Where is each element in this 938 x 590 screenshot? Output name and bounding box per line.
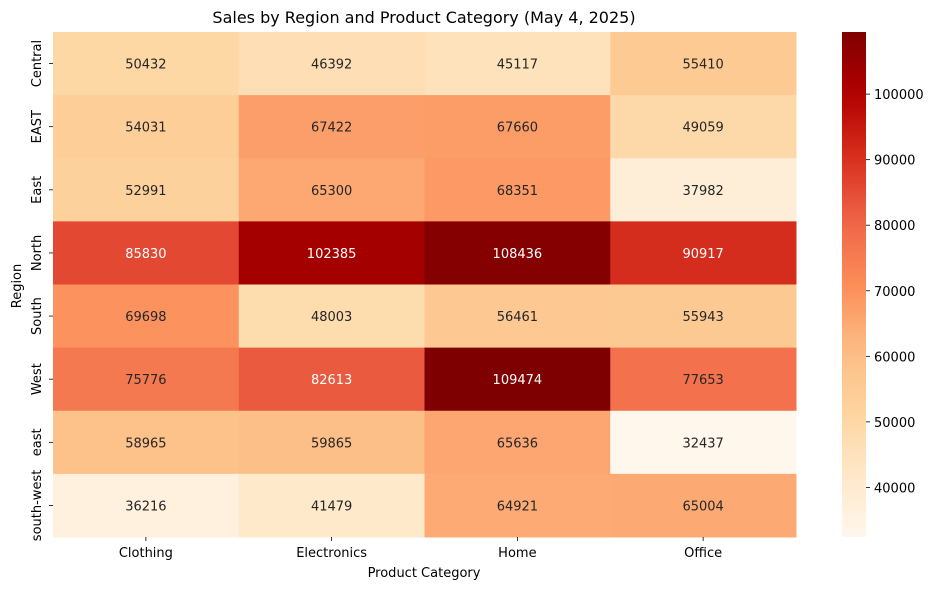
cell-value-label: 59865: [311, 436, 352, 451]
heatmap-cell: [610, 410, 797, 475]
colorbar: [842, 32, 866, 537]
heatmap-cell: [610, 32, 797, 96]
heatmap-cell: [610, 158, 797, 222]
heatmap-cell: [53, 284, 240, 349]
cell-value-label: 65636: [497, 436, 538, 451]
y-tick-label: South: [30, 297, 45, 335]
cell-value-label: 50432: [125, 58, 166, 73]
cell-value-label: 77653: [682, 373, 723, 388]
heatmap-cell: [610, 221, 797, 285]
heatmap-cell: [424, 95, 611, 159]
heatmap-cell: [424, 473, 611, 538]
y-tick-label: West: [30, 363, 45, 395]
x-axis-label: Product Category: [368, 566, 481, 581]
cell-value-label: 64921: [497, 499, 538, 514]
x-tick-labels: Clothing Electronics Home Office: [119, 537, 722, 561]
x-tick-label: Home: [498, 546, 536, 561]
x-tick-label: Electronics: [296, 546, 367, 561]
colorbar-tick-label: 60000: [874, 350, 915, 365]
cell-value-label: 41479: [311, 499, 352, 514]
heatmap-cell: [238, 95, 425, 159]
y-tick-label: east: [30, 428, 45, 456]
cell-value-label: 55943: [682, 310, 723, 325]
colorbar-tick-label: 70000: [874, 285, 915, 300]
heatmap-cells: 50432 46392 45117 55410 54031 67422 67660 49059…: [53, 32, 797, 538]
cell-value-label: 49059: [682, 121, 723, 136]
heatmap-cell: [238, 284, 425, 349]
colorbar-tick-label: 40000: [874, 481, 915, 496]
heatmap-cell: [53, 221, 240, 285]
heatmap-cell: [424, 221, 611, 285]
cell-value-label: 85830: [125, 247, 166, 262]
y-tick-label: south-west: [30, 470, 45, 542]
cell-value-label: 82613: [311, 373, 352, 388]
heatmap-cell: [610, 95, 797, 159]
cell-value-label: 45117: [497, 58, 538, 73]
colorbar-tick-label: 50000: [874, 416, 915, 431]
heatmap-cell: [238, 410, 425, 475]
cell-value-label: 36216: [125, 499, 166, 514]
chart-title: Sales by Region and Product Category (Ma…: [212, 8, 635, 27]
colorbar-tick-label: 90000: [874, 154, 915, 169]
cell-value-label: 108436: [493, 247, 543, 262]
heatmap-cell: [610, 347, 797, 412]
y-axis-label: Region: [10, 264, 25, 309]
cell-value-label: 65300: [311, 184, 352, 199]
heatmap-cell: [238, 473, 425, 538]
heatmap-cell: [238, 158, 425, 222]
heatmap-cell: [53, 158, 240, 222]
cell-value-label: 90917: [682, 247, 723, 262]
heatmap-cell: [53, 410, 240, 475]
x-tick-label: Clothing: [119, 546, 173, 561]
heatmap-cell: [53, 347, 240, 412]
cell-value-label: 67660: [497, 121, 538, 136]
cell-value-label: 54031: [125, 121, 166, 136]
cell-value-label: 75776: [125, 373, 166, 388]
cell-value-label: 56461: [497, 310, 538, 325]
x-tick-label: Office: [684, 546, 722, 561]
cell-value-label: 55410: [682, 58, 723, 73]
cell-value-label: 65004: [682, 499, 723, 514]
heatmap-cell: [424, 410, 611, 475]
cell-value-label: 32437: [682, 436, 723, 451]
heatmap-cell: [238, 221, 425, 285]
y-tick-labels: Central EAST East North South West east south-w…: [30, 40, 53, 541]
cell-value-label: 102385: [307, 247, 357, 262]
cell-value-label: 68351: [497, 184, 538, 199]
cell-value-label: 37982: [682, 184, 723, 199]
colorbar-tick-label: 100000: [874, 88, 924, 103]
cell-value-label: 109474: [493, 373, 543, 388]
heatmap-cell: [610, 473, 797, 538]
heatmap-cell: [424, 32, 611, 96]
heatmap-cell: [610, 284, 797, 349]
heatmap-cell: [238, 347, 425, 412]
cell-value-label: 69698: [125, 310, 166, 325]
colorbar-tick-label: 80000: [874, 219, 915, 234]
cell-value-label: 67422: [311, 121, 352, 136]
heatmap-cell: [424, 284, 611, 349]
y-tick-label: North: [30, 235, 45, 271]
cell-value-label: 58965: [125, 436, 166, 451]
heatmap-cell: [53, 95, 240, 159]
y-tick-label: East: [30, 176, 45, 204]
heatmap-cell: [53, 32, 240, 96]
cell-value-label: 46392: [311, 58, 352, 73]
heatmap-cell: [424, 347, 611, 412]
heatmap-cell: [238, 32, 425, 96]
y-tick-label: Central: [30, 40, 45, 87]
y-tick-label: EAST: [30, 110, 45, 143]
cell-value-label: 48003: [311, 310, 352, 325]
cell-value-label: 52991: [125, 184, 166, 199]
heatmap-cell: [53, 473, 240, 538]
colorbar-ticks: 40000 50000 60000 70000 80000 90000 100000: [866, 88, 924, 496]
heatmap-cell: [424, 158, 611, 222]
